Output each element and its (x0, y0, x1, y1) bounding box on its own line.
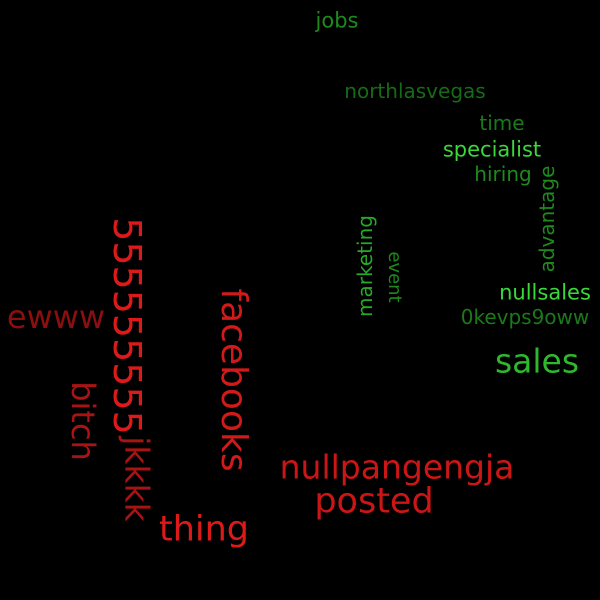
word-event: event (384, 251, 405, 303)
word-0kevps9oww: 0kevps9oww (460, 305, 590, 329)
word-jkkkk: jkkkk (117, 436, 157, 522)
word-ewww: ewww (6, 298, 106, 336)
word-hiring: hiring (474, 162, 532, 186)
word-specialist: specialist (442, 137, 542, 162)
word-555555555: 555555555 (105, 217, 149, 435)
word-advantage: advantage (535, 165, 559, 273)
word-time: time (479, 111, 525, 135)
word-nullpangengja: nullpangengja (279, 447, 515, 487)
word-marketing: marketing (353, 215, 377, 317)
word-posted: posted (314, 481, 434, 522)
word-thing: thing (158, 509, 250, 550)
word-jobs: jobs (315, 8, 359, 33)
word-bitch: bitch (64, 381, 102, 461)
word-northlasvegas: northlasvegas (344, 79, 486, 103)
word-nullsales: nullsales (499, 280, 591, 305)
word-sales: sales (494, 341, 580, 381)
word-facebooks: facebooks (213, 288, 254, 472)
